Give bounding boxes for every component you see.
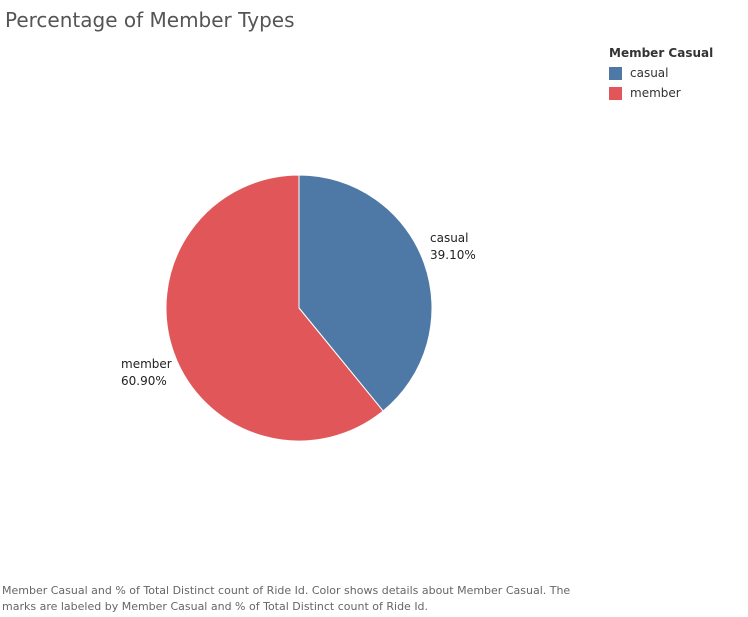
legend-item-casual[interactable]: casual [609,63,713,83]
legend-swatch-member [609,86,622,100]
slice-value-member: 60.90% [121,374,167,388]
pie-slice-member[interactable] [165,174,384,442]
slice-label-casual: casual [430,231,469,245]
legend-title: Member Casual [609,46,714,60]
legend-swatch-casual [609,66,622,80]
pie-slice-casual[interactable] [298,174,433,412]
slice-value-casual: 39.10% [430,248,476,262]
slice-label-member: member [121,357,172,371]
legend-label-casual: casual [630,66,669,80]
legend-label-member: member [630,86,681,100]
legend: Member Casual casual member [609,46,713,103]
chart-caption: Member Casual and % of Total Distinct co… [2,584,571,613]
chart-title: Percentage of Member Types [5,8,295,32]
pie-chart: casual 39.10% member 60.90% [121,174,476,442]
legend-item-member[interactable]: member [609,83,713,103]
